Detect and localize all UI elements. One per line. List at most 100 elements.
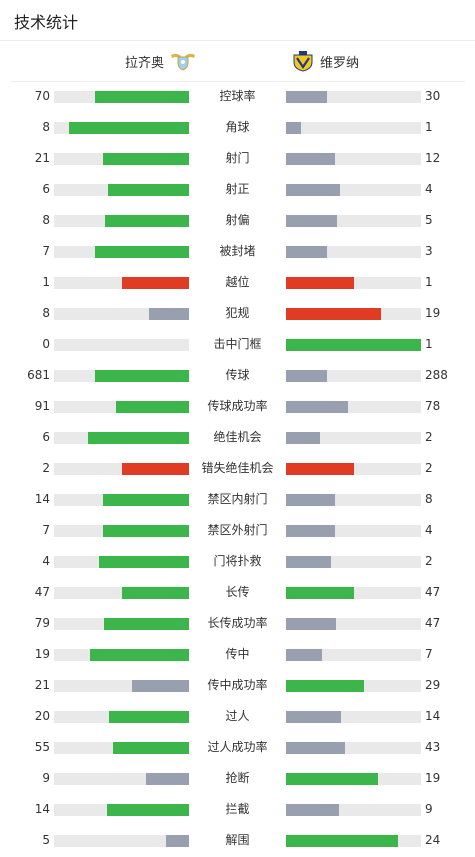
home-bar-fill	[166, 835, 189, 847]
home-bar-fill	[102, 525, 189, 537]
away-value: 8	[425, 492, 433, 506]
away-bar-fill	[286, 525, 335, 537]
away-value: 5	[425, 213, 433, 227]
home-team-logo-icon	[170, 51, 196, 71]
home-value: 70	[34, 89, 50, 103]
stat-row: 8 角球 1	[0, 112, 475, 143]
away-bar	[286, 680, 421, 692]
stat-row: 47 长传 47	[0, 577, 475, 608]
stat-label: 拦截	[225, 802, 250, 816]
home-bar-fill	[116, 401, 189, 413]
stat-label: 传中	[225, 647, 250, 661]
home-bar-fill	[121, 277, 189, 289]
home-bar-fill	[105, 215, 189, 227]
stat-label: 传中成功率	[207, 678, 268, 692]
home-bar-fill	[113, 742, 189, 754]
home-value: 91	[34, 399, 50, 413]
home-bar	[54, 122, 189, 134]
away-bar-fill	[286, 246, 327, 258]
away-value: 30	[425, 89, 441, 103]
home-bar-fill	[98, 556, 189, 568]
stat-row: 21 射门 12	[0, 143, 475, 174]
home-bar	[54, 835, 189, 847]
away-team[interactable]: 维罗纳	[292, 41, 359, 81]
home-bar	[54, 184, 189, 196]
stat-row: 70 控球率 30	[0, 81, 475, 112]
stat-row: 79 长传成功率 47	[0, 608, 475, 639]
home-value: 19	[34, 647, 50, 661]
away-value: 1	[425, 337, 433, 351]
stat-label: 角球	[225, 120, 250, 134]
away-bar-fill	[286, 277, 354, 289]
stat-label: 过人成功率	[207, 740, 268, 754]
home-bar-fill	[132, 680, 189, 692]
away-value: 7	[425, 647, 433, 661]
home-bar	[54, 804, 189, 816]
away-bar	[286, 401, 421, 413]
home-bar	[54, 370, 189, 382]
home-bar	[54, 153, 189, 165]
away-bar	[286, 184, 421, 196]
away-bar-fill	[286, 804, 339, 816]
stat-label: 门将扑救	[213, 554, 262, 568]
away-bar	[286, 122, 421, 134]
home-bar	[54, 680, 189, 692]
away-bar	[286, 525, 421, 537]
stat-row: 8 犯规 19	[0, 298, 475, 329]
away-bar-fill	[286, 339, 421, 351]
home-bar-fill	[94, 370, 189, 382]
stat-label: 禁区内射门	[207, 492, 268, 506]
stat-row: 8 射偏 5	[0, 205, 475, 236]
stat-label: 传球	[225, 368, 250, 382]
home-bar	[54, 742, 189, 754]
stat-row: 0 击中门框 1	[0, 329, 475, 360]
stat-row: 91 传球成功率 78	[0, 391, 475, 422]
stat-row: 681 传球 288	[0, 360, 475, 391]
home-team[interactable]: 拉齐奥	[125, 41, 196, 81]
stat-row: 21 传中成功率 29	[0, 670, 475, 701]
header-divider	[0, 40, 475, 41]
home-bar	[54, 215, 189, 227]
home-value: 21	[34, 151, 50, 165]
home-value: 21	[34, 678, 50, 692]
home-bar	[54, 432, 189, 444]
home-bar	[54, 556, 189, 568]
home-value: 0	[42, 337, 50, 351]
away-bar-fill	[286, 556, 331, 568]
away-bar	[286, 494, 421, 506]
stat-label: 传球成功率	[207, 399, 268, 413]
stat-label: 射门	[225, 151, 250, 165]
away-value: 9	[425, 802, 433, 816]
away-value: 19	[425, 306, 441, 320]
home-value: 9	[42, 771, 50, 785]
away-value: 288	[425, 368, 448, 382]
home-bar	[54, 277, 189, 289]
away-bar	[286, 742, 421, 754]
away-bar	[286, 339, 421, 351]
away-value: 47	[425, 616, 441, 630]
home-value: 79	[34, 616, 50, 630]
away-bar	[286, 835, 421, 847]
home-value: 47	[34, 585, 50, 599]
home-bar-fill	[106, 804, 189, 816]
stat-label: 击中门框	[213, 337, 262, 351]
stat-label: 解围	[225, 833, 250, 847]
away-bar-fill	[286, 215, 338, 227]
away-value: 3	[425, 244, 433, 258]
home-bar-fill	[94, 91, 189, 103]
away-value: 2	[425, 430, 433, 444]
stat-row: 19 传中 7	[0, 639, 475, 670]
stat-label: 越位	[225, 275, 250, 289]
away-value: 2	[425, 461, 433, 475]
away-value: 12	[425, 151, 441, 165]
home-value: 8	[42, 120, 50, 134]
away-value: 24	[425, 833, 441, 847]
home-value: 6	[42, 182, 50, 196]
away-value: 43	[425, 740, 441, 754]
home-bar	[54, 711, 189, 723]
away-value: 19	[425, 771, 441, 785]
away-team-logo-icon	[292, 50, 314, 72]
stat-label: 控球率	[219, 89, 256, 103]
away-bar	[286, 587, 421, 599]
away-bar-fill	[286, 649, 323, 661]
